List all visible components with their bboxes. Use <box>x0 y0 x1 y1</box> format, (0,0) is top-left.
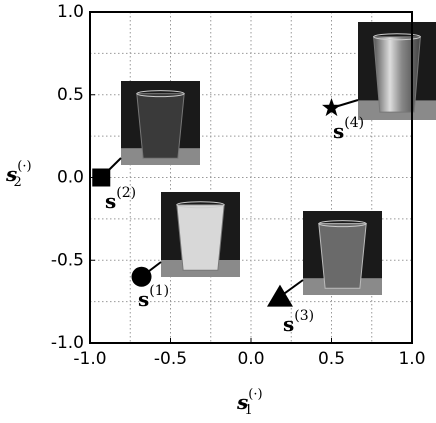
photo <box>303 211 382 295</box>
x-axis-label: s(·) 1 <box>236 387 263 418</box>
point-label: s(2) <box>105 185 136 213</box>
point-label-base: s <box>138 287 149 311</box>
x-axis-label-base: s <box>236 390 248 414</box>
cup-rim <box>318 220 367 228</box>
cup <box>176 204 225 271</box>
point-label-base: s <box>283 312 294 336</box>
point-label-sup: (3) <box>294 308 314 324</box>
cup <box>318 223 367 289</box>
y-tick-label: 1.0 <box>57 2 84 22</box>
point-label: s(1) <box>138 283 169 311</box>
cup <box>136 93 185 159</box>
point <box>131 266 152 287</box>
point-label: s(4) <box>333 115 364 143</box>
x-axis-label-sup: (·) <box>248 387 262 402</box>
x-tick-label: -0.5 <box>154 349 187 369</box>
y-tick-label: -0.5 <box>51 250 84 270</box>
x-tick-label: 0.5 <box>318 349 345 369</box>
point-label-sup: (4) <box>344 115 364 131</box>
point-label-base: s <box>333 119 344 143</box>
cup-rim <box>176 201 225 209</box>
point-label-base: s <box>105 189 116 213</box>
cup-rim <box>373 33 421 41</box>
y-tick-label: 0.5 <box>57 85 84 105</box>
x-tick-label: -1.0 <box>73 349 106 369</box>
point <box>322 98 341 117</box>
point-label-sup: (1) <box>149 283 169 299</box>
y-axis-label: s(·) 2 <box>5 159 32 190</box>
y-axis-label-sup: (·) <box>17 159 31 174</box>
point <box>266 284 293 307</box>
y-axis-label-base: s <box>5 162 17 186</box>
point <box>92 168 111 187</box>
y-tick-label: 0.0 <box>57 168 84 188</box>
photo <box>161 192 240 277</box>
y-axis-label-sub: 2 <box>14 175 22 190</box>
x-tick-label: 0.0 <box>237 349 264 369</box>
y-tick-label: -1.0 <box>51 333 84 353</box>
x-axis-label-sub: 1 <box>245 403 253 418</box>
photo <box>121 81 200 165</box>
x-tick-label: 1.0 <box>398 349 425 369</box>
point-label-sup: (2) <box>116 185 136 201</box>
content: s(1)s(2)s(3)s(4) <box>92 22 436 336</box>
cup <box>373 36 421 113</box>
photo <box>358 22 436 120</box>
cup-rim <box>136 90 185 98</box>
point-label: s(3) <box>283 308 314 336</box>
